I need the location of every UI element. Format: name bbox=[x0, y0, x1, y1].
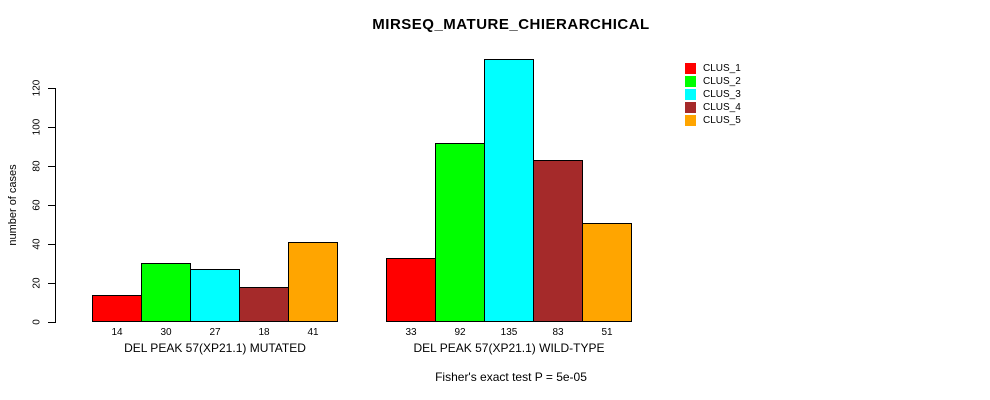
bar-clus_1-group2 bbox=[386, 258, 436, 322]
bar-clus_2-group2 bbox=[435, 143, 485, 322]
y-tick-label: 100 bbox=[31, 118, 43, 136]
legend: CLUS_1 CLUS_2 CLUS_3 CLUS_4 CLUS_5 bbox=[685, 62, 741, 127]
bar-clus_4-group2 bbox=[533, 160, 583, 322]
legend-label: CLUS_2 bbox=[703, 76, 741, 87]
group-label: DEL PEAK 57(XP21.1) MUTATED bbox=[124, 341, 306, 355]
y-tick-mark bbox=[48, 88, 55, 89]
bar-clus_3-group1 bbox=[190, 269, 240, 322]
bar-value-label: 83 bbox=[552, 327, 564, 338]
y-tick-mark bbox=[48, 244, 55, 245]
bar-clus_2-group1 bbox=[141, 263, 191, 322]
bar-clus_5-group2 bbox=[582, 223, 632, 322]
y-tick-mark bbox=[48, 166, 55, 167]
y-tick-label: 40 bbox=[31, 238, 43, 250]
fisher-test-annotation: Fisher's exact test P = 5e-05 bbox=[435, 370, 587, 384]
bar-value-label: 18 bbox=[258, 327, 270, 338]
legend-item: CLUS_3 bbox=[685, 88, 741, 101]
legend-label: CLUS_1 bbox=[703, 63, 741, 74]
y-tick-mark bbox=[48, 127, 55, 128]
bar-value-label: 14 bbox=[111, 327, 123, 338]
y-axis-line bbox=[55, 88, 56, 323]
bar-value-label: 33 bbox=[405, 327, 417, 338]
bar-clus_1-group1 bbox=[92, 295, 142, 322]
legend-item: CLUS_1 bbox=[685, 62, 741, 75]
bar-value-label: 30 bbox=[160, 327, 172, 338]
y-tick-mark bbox=[48, 283, 55, 284]
y-tick-label: 80 bbox=[31, 160, 43, 172]
y-tick-mark bbox=[48, 322, 55, 323]
y-tick-label: 0 bbox=[31, 319, 43, 325]
bar-clus_4-group1 bbox=[239, 287, 289, 322]
legend-label: CLUS_4 bbox=[703, 102, 741, 113]
bar-value-label: 27 bbox=[209, 327, 221, 338]
bar-value-label: 41 bbox=[307, 327, 319, 338]
legend-label: CLUS_3 bbox=[703, 89, 741, 100]
legend-swatch bbox=[685, 115, 696, 126]
bar-clus_3-group2 bbox=[484, 59, 534, 322]
bar-value-label: 51 bbox=[601, 327, 613, 338]
bar-value-label: 92 bbox=[454, 327, 466, 338]
y-axis-label: number of cases bbox=[7, 164, 19, 246]
legend-label: CLUS_5 bbox=[703, 115, 741, 126]
legend-swatch bbox=[685, 89, 696, 100]
legend-swatch bbox=[685, 63, 696, 74]
legend-item: CLUS_5 bbox=[685, 114, 741, 127]
chart-title: MIRSEQ_MATURE_CHIERARCHICAL bbox=[372, 16, 650, 33]
bar-value-label: 135 bbox=[500, 327, 518, 338]
group-label: DEL PEAK 57(XP21.1) WILD-TYPE bbox=[413, 341, 605, 355]
y-tick-mark bbox=[48, 205, 55, 206]
bar-clus_5-group1 bbox=[288, 242, 338, 322]
y-tick-label: 20 bbox=[31, 277, 43, 289]
y-tick-label: 120 bbox=[31, 79, 43, 97]
legend-item: CLUS_4 bbox=[685, 101, 741, 114]
legend-swatch bbox=[685, 102, 696, 113]
legend-item: CLUS_2 bbox=[685, 75, 741, 88]
legend-swatch bbox=[685, 76, 696, 87]
y-tick-label: 60 bbox=[31, 199, 43, 211]
